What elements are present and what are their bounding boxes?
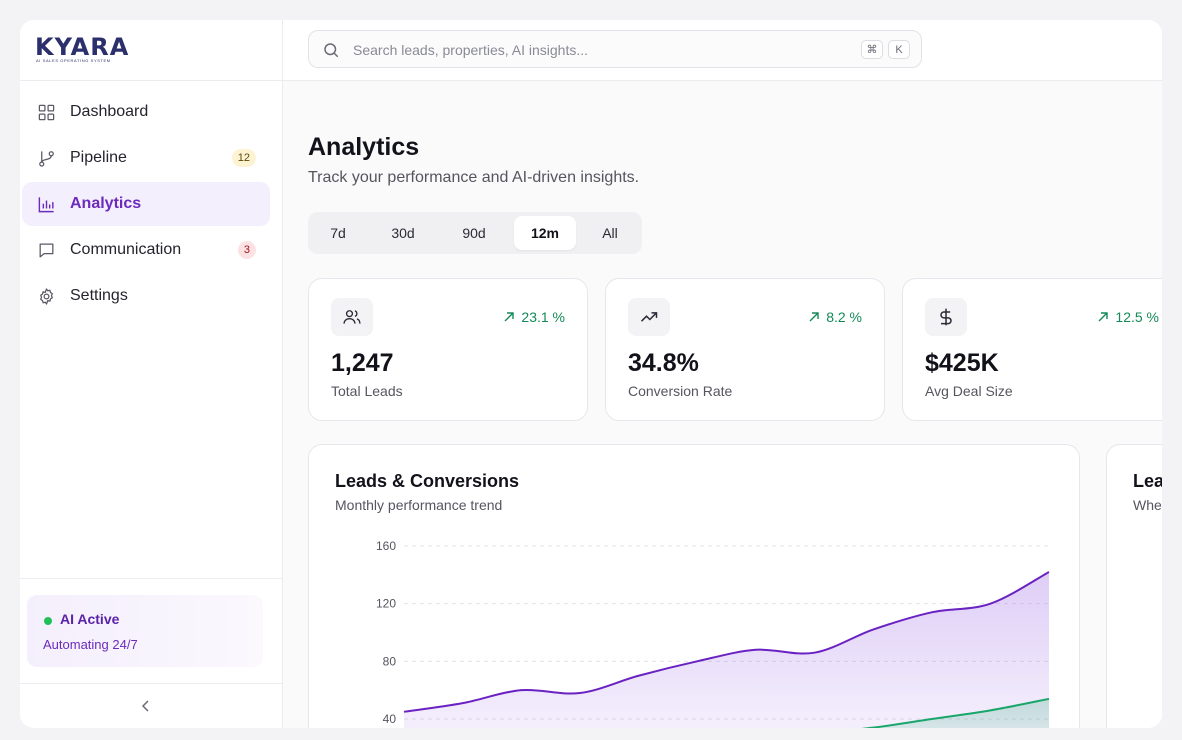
- sidebar-footer: AI Active Automating 24/7: [20, 578, 282, 728]
- sidebar-item-communication[interactable]: Communication 3: [22, 228, 270, 272]
- chart-subtitle: Monthly performance trend: [335, 497, 503, 513]
- top-bar: ⌘ K: [283, 20, 1162, 81]
- gear-icon: [36, 286, 56, 306]
- tab-30d[interactable]: 30d: [391, 225, 415, 241]
- page-title: Analytics: [308, 133, 420, 161]
- search-icon: [324, 43, 339, 58]
- communication-count-badge: 3: [237, 241, 256, 259]
- pipeline-count-badge: 12: [231, 149, 256, 167]
- y-tick-label: 120: [376, 597, 396, 611]
- sidebar-item-settings[interactable]: Settings: [22, 274, 270, 318]
- series-line-leads: [403, 571, 1050, 713]
- y-tick-label: 80: [383, 654, 397, 668]
- stat-delta: 23.1 %: [503, 309, 565, 325]
- sidebar: KYARA AI Sales Operating System Dashboar…: [20, 20, 283, 728]
- collapse-bar: [20, 683, 282, 728]
- stat-delta: 8.2 %: [808, 309, 862, 325]
- grid-icon: [36, 102, 56, 122]
- chevron-left-icon: [141, 700, 149, 712]
- logo-tagline: AI Sales Operating System: [36, 58, 111, 63]
- stat-card-avg-deal-size: 12.5 % $425K Avg Deal Size: [902, 278, 1162, 421]
- arrow-up-right-icon: [809, 312, 819, 322]
- tab-12m[interactable]: 12m: [514, 216, 576, 250]
- trending-up-icon: [628, 298, 670, 336]
- arrow-up-right-icon: [504, 312, 515, 322]
- sidebar-item-dashboard[interactable]: Dashboard: [22, 90, 270, 134]
- users-icon: [331, 298, 373, 336]
- series-line-conversions: [861, 697, 1050, 728]
- stat-label: Total Leads: [331, 383, 403, 399]
- stat-card-conversion-rate: 8.2 % 34.8% Conversion Rate: [605, 278, 885, 421]
- shortcut-cmd-key: ⌘: [861, 40, 883, 59]
- y-tick-label: 40: [383, 712, 397, 726]
- logo: KYARA: [35, 33, 130, 61]
- side-card-title: Lea: [1133, 471, 1162, 491]
- main-content: Analytics Track your performance and AI-…: [283, 81, 1162, 728]
- sidebar-item-label: Communication: [70, 241, 182, 258]
- sidebar-item-pipeline[interactable]: Pipeline 12: [22, 136, 270, 180]
- sidebar-item-label: Settings: [70, 287, 128, 304]
- ai-status-title: AI Active: [60, 611, 120, 627]
- stat-delta-value: 12.5 %: [1115, 309, 1159, 325]
- ai-status-card: AI Active Automating 24/7: [27, 595, 263, 667]
- stat-value: 1,247: [331, 349, 394, 377]
- y-tick-label: 160: [376, 539, 396, 553]
- arrow-up-right-icon: [1098, 312, 1109, 322]
- series-area-conversions: [870, 698, 1049, 728]
- stat-label: Conversion Rate: [628, 383, 733, 399]
- stat-delta-value: 23.1 %: [521, 309, 565, 325]
- search-input[interactable]: [351, 39, 835, 61]
- side-card-subtitle: Whe: [1133, 497, 1162, 513]
- stat-card-total-leads: 23.1 % 1,247 Total Leads: [308, 278, 588, 421]
- message-square-icon: [36, 240, 56, 260]
- sidebar-nav: Dashboard Pipeline 12: [20, 90, 282, 320]
- tab-all[interactable]: All: [602, 225, 618, 241]
- sidebar-item-label: Analytics: [70, 195, 142, 212]
- stat-value: 34.8%: [628, 349, 699, 377]
- chart-title: Leads & Conversions: [335, 471, 520, 491]
- status-dot-icon: [44, 617, 52, 625]
- stat-delta: 12.5 %: [1097, 309, 1159, 325]
- sidebar-item-analytics[interactable]: Analytics: [22, 182, 270, 226]
- leads-conversions-chart-card: Leads & Conversions Monthly performance …: [308, 444, 1080, 728]
- tab-90d[interactable]: 90d: [462, 225, 486, 241]
- series-area-leads: [404, 571, 1049, 728]
- stat-delta-value: 8.2 %: [826, 309, 862, 325]
- ai-status-subtitle: Automating 24/7: [43, 637, 138, 652]
- stat-label: Avg Deal Size: [925, 383, 1013, 399]
- sidebar-item-label: Dashboard: [70, 103, 149, 120]
- bar-chart-icon: [36, 194, 56, 214]
- logo-area: KYARA AI Sales Operating System: [20, 20, 282, 81]
- leads-conversions-chart: 40 80 120 160: [376, 539, 1050, 728]
- search-box: ⌘ K: [308, 30, 922, 68]
- range-tabs: 7d 30d 90d 12m All: [308, 212, 642, 254]
- stat-value: $425K: [925, 349, 999, 377]
- tab-7d[interactable]: 7d: [330, 225, 346, 241]
- shortcut-k-key: K: [888, 40, 910, 59]
- app-window: KYARA AI Sales Operating System Dashboar…: [20, 20, 1162, 728]
- dollar-icon: [925, 298, 967, 336]
- git-branch-icon: [36, 148, 56, 168]
- collapse-sidebar-button[interactable]: [138, 698, 154, 714]
- page-subtitle: Track your performance and AI-driven ins…: [308, 169, 640, 186]
- sidebar-item-label: Pipeline: [70, 149, 127, 166]
- side-chart-card: Lea Whe: [1106, 444, 1162, 728]
